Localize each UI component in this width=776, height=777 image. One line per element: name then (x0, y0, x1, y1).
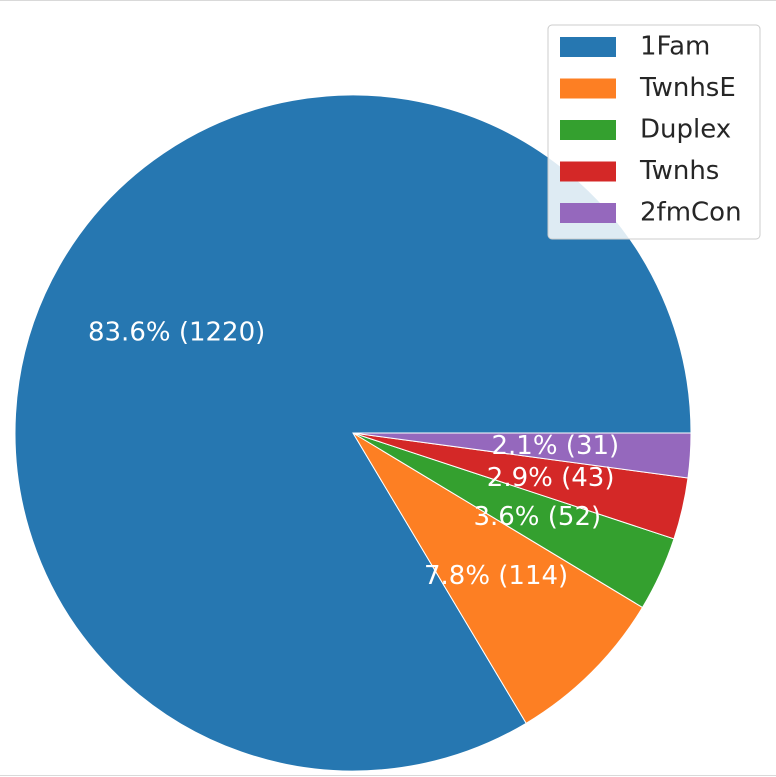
pie-labels: 83.6% (1220) 7.8% (114) 3.6% (52) 2.9% (43)… (88, 317, 619, 591)
legend-label-duplex: Duplex (640, 115, 731, 145)
slice-label-1fam: 83.6% (1220) (88, 317, 265, 347)
legend-swatch-twnhse (560, 78, 616, 99)
pie-slice-twnhse (352, 432, 644, 724)
pie-slice-2fmcon (352, 432, 692, 479)
legend-label-twnhs: Twnhs (639, 156, 719, 186)
legend-label-1fam: 1Fam (640, 32, 710, 62)
slice-label-twnhse: 7.8% (114) (424, 561, 568, 591)
legend-swatch-twnhs (560, 161, 616, 182)
legend-swatch-2fmcon (560, 203, 616, 223)
slice-label-duplex: 3.6% (52) (473, 502, 601, 532)
pie-slices (14, 94, 692, 772)
legend-swatch-1fam (560, 37, 616, 57)
slice-label-twnhs: 2.9% (43) (487, 463, 615, 493)
slice-label-2fmcon: 2.1% (31) (491, 431, 619, 461)
legend: 1Fam TwnhsE Duplex Twnhs 2fmCon (547, 24, 761, 240)
legend-label-twnhse: TwnhsE (639, 73, 736, 103)
legend-swatch-duplex (560, 120, 616, 140)
legend-label-2fmcon: 2fmCon (640, 198, 742, 228)
